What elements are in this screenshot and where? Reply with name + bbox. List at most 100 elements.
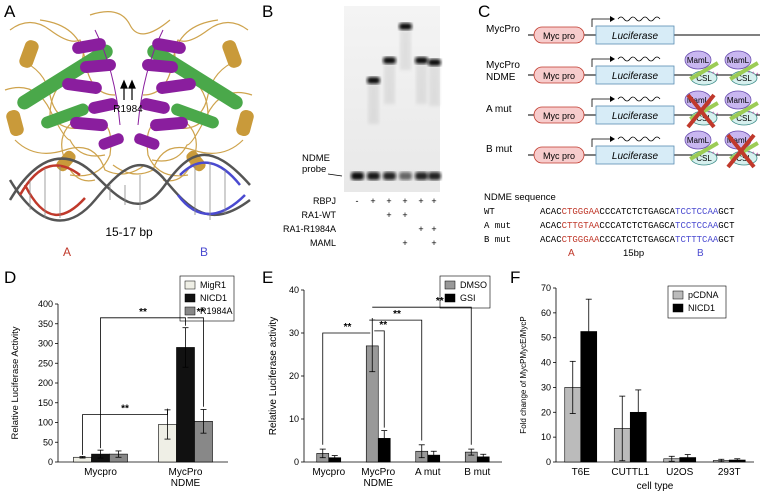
gel-row-label: RBPJ	[313, 196, 336, 206]
sig-stars: **	[379, 320, 387, 331]
probe-label-line1: NDME	[302, 153, 330, 164]
gel-lane-mark: +	[418, 224, 423, 234]
sequence-segment: CCCATCTCTGAGCA	[599, 235, 675, 245]
y-tick-label: 10	[541, 432, 551, 442]
legend-label: DMSO	[460, 280, 487, 290]
gel-lane-mark: +	[402, 210, 407, 220]
legend-swatch	[672, 290, 684, 300]
dna-mark: *	[716, 113, 719, 119]
dna-mark: *	[712, 112, 715, 118]
sig-stars: **	[344, 322, 352, 333]
construct-name: NDME	[486, 72, 516, 83]
sequence-title: NDME sequence	[484, 192, 556, 203]
gel-smear	[384, 64, 395, 104]
residue-label: R1984	[113, 104, 143, 115]
sequence-name: A mut	[484, 221, 511, 231]
y-tick-label: 50	[541, 333, 551, 343]
luciferase-box	[595, 65, 675, 85]
y-tick-label: 20	[541, 407, 551, 417]
sig-bracket	[371, 317, 423, 441]
gel-band-free-probe	[428, 172, 441, 180]
panel-letter-e: E	[262, 268, 274, 287]
luciferase-label: Luciferase	[612, 111, 659, 122]
maml-label: MamL	[727, 96, 750, 105]
luciferase-label: Luciferase	[612, 151, 659, 162]
promoter-box	[533, 26, 585, 44]
dna-mark: *	[748, 71, 751, 77]
dna-mark: *	[756, 153, 759, 159]
structure-illustration: R1984 15-17 bp A B	[4, 11, 254, 259]
gel-lane-mark: +	[386, 210, 391, 220]
dna-mark: *	[752, 152, 755, 158]
category-label: T6E	[572, 467, 591, 478]
sequence-segment: GCT	[718, 221, 735, 231]
csl-label: CSL	[696, 74, 712, 83]
csl-label: CSL	[696, 114, 712, 123]
sequence-line: ACACCTGGGAACCCATCTCTGAGCATCCTCCAAGCT	[540, 207, 735, 217]
sig-bracket	[374, 330, 385, 428]
promoter-label: Myc pro	[543, 71, 575, 81]
gel-lane-mark: +	[370, 196, 375, 206]
y-tick-label: 250	[38, 358, 53, 368]
y-tick-label: 200	[38, 378, 53, 388]
spacing-label: 15-17 bp	[105, 225, 153, 239]
gel-band-shifted	[415, 57, 428, 64]
y-tick-label: 300	[38, 339, 53, 349]
dna-mark: *	[748, 111, 751, 117]
category-label: U2OS	[666, 467, 694, 478]
sequence-segment: GCT	[718, 207, 735, 217]
maml-oval	[724, 90, 752, 110]
gel-band-free-probe	[399, 172, 412, 180]
category-label: B mut	[464, 467, 490, 478]
category-label: NDME	[171, 478, 201, 489]
gel-lane-mark: +	[431, 238, 436, 248]
sig-bracket	[372, 306, 472, 445]
category-label: NDME	[364, 478, 394, 489]
promoter-box	[533, 146, 585, 164]
csl-label: CSL	[736, 154, 752, 163]
sig-stars: **	[436, 296, 444, 307]
luciferase-box	[595, 105, 675, 125]
sequence-segment: ACAC	[540, 221, 562, 231]
panel-letter-c: C	[478, 2, 491, 21]
dna-mark: *	[708, 71, 711, 77]
y-tick-label: 0	[48, 457, 53, 467]
tss-arrowhead	[610, 96, 615, 102]
y-axis-label: Fold change of MycPMycE/MycP	[519, 316, 528, 433]
y-tick-label: 40	[289, 285, 299, 295]
nicd-ram	[729, 101, 759, 121]
probe-label-line2: probe	[302, 164, 326, 175]
y-tick-label: 0	[546, 457, 551, 467]
legend-label: pCDNA	[688, 290, 719, 300]
dna-mark: *	[752, 72, 755, 78]
maml-label: MamL	[727, 56, 750, 65]
gel-bands	[351, 23, 441, 180]
sequence-line: ACACCTGGGAACCCATCTCTGAGCATCTTTCAAGCT	[540, 235, 735, 245]
panel-a-structure: R1984 15-17 bp A B	[4, 11, 254, 259]
chart-e: 0 10 20 30 40 Relative Luciferase activity Myc…	[268, 275, 502, 489]
sequence-segment: TCCTCCAA	[675, 207, 719, 217]
maml-label: MamL	[687, 56, 710, 65]
y-tick-label: 30	[541, 382, 551, 392]
gel-lane-mark: +	[386, 196, 391, 206]
tss-arrowhead	[610, 16, 615, 22]
y-tick-label: 30	[289, 328, 299, 338]
luciferase-label: Luciferase	[612, 71, 659, 82]
legend: MigR1 NICD1 R1984A	[179, 275, 235, 322]
dna-mark: *	[716, 153, 719, 159]
category-label: Mycpro	[312, 467, 345, 478]
y-tick-label: 100	[38, 418, 53, 428]
transcript-wave	[617, 16, 661, 22]
construct-name: MycPro	[486, 24, 520, 35]
promoter-label: Myc pro	[543, 111, 575, 121]
promoter-box	[533, 106, 585, 124]
seq-b-label: B	[697, 248, 704, 259]
gel-band-shifted	[399, 23, 412, 30]
sequence-name: WT	[484, 207, 495, 217]
legend: DMSO GSI	[439, 275, 491, 309]
sig-bracket	[100, 317, 186, 449]
legend-swatch	[672, 303, 684, 313]
gel-band-shifted	[383, 57, 396, 64]
